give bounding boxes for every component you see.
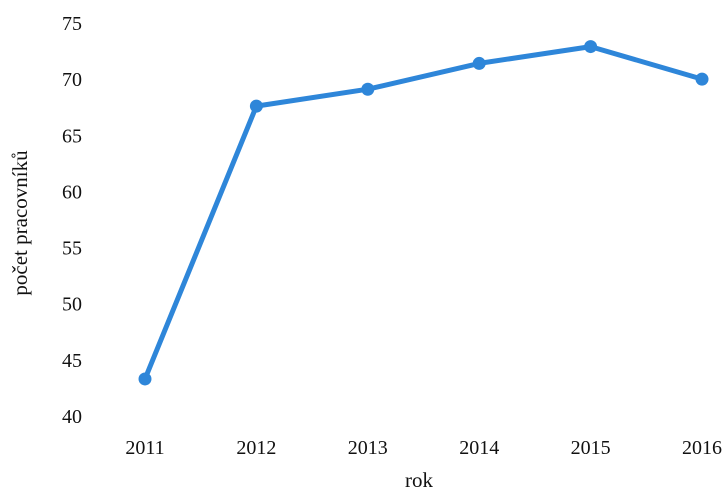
- y-tick-label: 60: [62, 181, 82, 203]
- y-tick-label: 70: [62, 69, 82, 91]
- y-tick-label: 45: [62, 350, 82, 372]
- x-tick-label: 2014: [459, 437, 499, 459]
- data-point: [584, 40, 598, 54]
- data-point: [361, 82, 375, 96]
- data-point: [138, 372, 152, 386]
- y-tick-label: 55: [62, 238, 82, 260]
- series-layer: [138, 40, 709, 386]
- data-point: [249, 99, 263, 113]
- x-axis-title: rok: [405, 468, 433, 492]
- series-line: [142, 44, 705, 382]
- data-point: [472, 56, 486, 70]
- y-tick-label: 75: [62, 13, 82, 35]
- x-tick-label: 2012: [236, 437, 276, 459]
- y-tick-label: 65: [62, 125, 82, 147]
- data-point: [695, 72, 709, 86]
- x-tick-label: 2013: [348, 437, 388, 459]
- y-tick-label: 50: [62, 294, 82, 316]
- x-tick-label: 2011: [125, 437, 164, 459]
- x-tick-label: 2015: [571, 437, 611, 459]
- x-axis-tick-labels: 2011 2012 2013 2014 2015 2016: [125, 437, 722, 459]
- y-axis-tick-labels: 40 45 50 55 60 65 70 75: [62, 13, 82, 428]
- x-tick-label: 2016: [682, 437, 722, 459]
- y-tick-label: 40: [62, 406, 82, 428]
- y-axis-title: počet pracovníků: [8, 150, 32, 296]
